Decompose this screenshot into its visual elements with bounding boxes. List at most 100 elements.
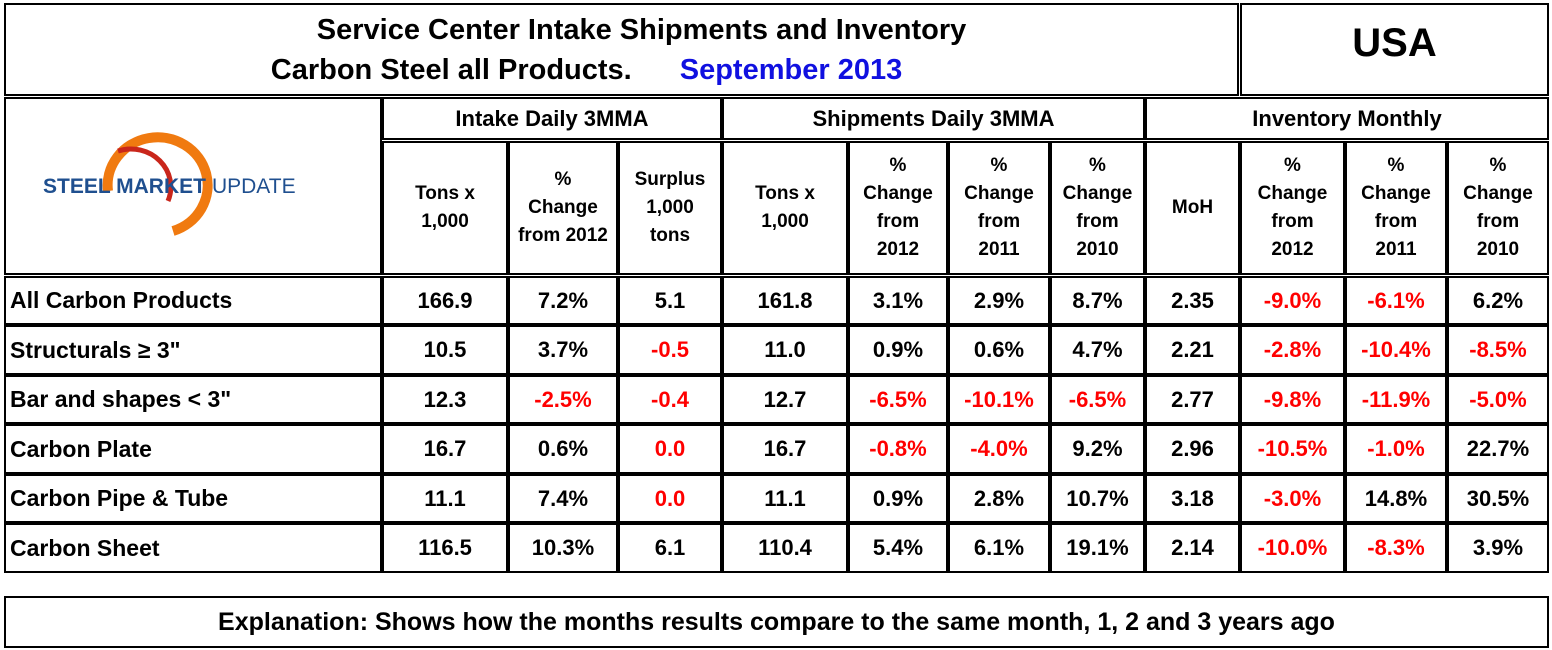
data-cell: 166.9 <box>382 276 508 325</box>
column-header-line: 1,000 <box>421 211 469 232</box>
data-cell: -4.0% <box>948 424 1050 474</box>
title-box: Service Center Intake Shipments and Inve… <box>4 3 1239 96</box>
column-header-line: % <box>1284 155 1301 176</box>
data-cell: -0.5 <box>618 325 722 375</box>
region-box: USA <box>1240 3 1549 96</box>
cell-value: 2.96 <box>1171 436 1214 461</box>
data-cell: -9.8% <box>1240 375 1345 424</box>
group-header: Intake Daily 3MMA <box>455 105 649 131</box>
cell-value: -0.8% <box>869 436 927 461</box>
data-cell: 12.3 <box>382 375 508 424</box>
data-cell: -2.5% <box>508 375 618 424</box>
title-line2-wrap: Carbon Steel all Products. September 2013 <box>271 50 902 90</box>
row-label: Carbon Sheet <box>10 534 160 561</box>
data-cell: -6.1% <box>1345 276 1447 325</box>
cell-value: 7.4% <box>537 485 589 511</box>
logo-bold: STEEL MARKET <box>43 175 206 198</box>
cell-value: 6.2% <box>1472 287 1524 313</box>
data-cell: 30.5% <box>1447 474 1549 523</box>
data-cell: 3.9% <box>1447 523 1549 573</box>
data-cell: 19.1% <box>1050 523 1145 573</box>
cell-value: 16.7 <box>423 436 467 461</box>
data-cell: 0.9% <box>848 325 948 375</box>
logo-box: STEEL MARKET UPDATE <box>4 97 382 275</box>
data-cell: 16.7 <box>722 424 848 474</box>
data-cell: 22.7% <box>1447 424 1549 474</box>
column-header-line: % <box>990 155 1008 176</box>
cell-value: 116.5 <box>418 535 472 560</box>
data-cell: 7.2% <box>508 276 618 325</box>
title-line2: Carbon Steel all Products. <box>270 53 632 86</box>
data-cell: 3.1% <box>848 276 948 325</box>
group-header-cell: Shipments Daily 3MMA <box>722 97 1145 140</box>
data-cell: 14.8% <box>1345 474 1447 523</box>
cell-value: 22.7% <box>1466 436 1530 461</box>
cell-value: -3.0% <box>1263 485 1322 511</box>
cell-value: -10.0% <box>1257 535 1328 560</box>
data-cell: -10.0% <box>1240 523 1345 573</box>
region: USA <box>1352 21 1437 65</box>
column-header-cell: MoH <box>1145 141 1240 275</box>
column-header-line: from <box>1374 211 1418 232</box>
column-header-line: from <box>977 211 1021 232</box>
row-label: Bar and shapes < 3" <box>10 386 232 412</box>
data-cell: -10.5% <box>1240 424 1345 474</box>
cell-value: 4.7% <box>1072 337 1123 362</box>
column-header-line: 2010 <box>1476 239 1520 260</box>
column-header-cell: % Change from 2012 <box>848 141 948 275</box>
column-header-cell: % Change from 2010 <box>1447 141 1549 275</box>
cell-value: 0.9% <box>872 485 924 511</box>
column-header-line: % <box>1089 155 1106 176</box>
data-cell: 2.9% <box>948 276 1050 325</box>
column-header-cell: % Change from 2012 <box>508 141 618 275</box>
data-cell: -11.9% <box>1345 375 1447 424</box>
cell-value: 14.8% <box>1364 485 1428 511</box>
cell-value: 110.4 <box>758 535 812 560</box>
column-header-cell: Tons x 1,000 <box>722 141 848 275</box>
data-cell: 11.1 <box>722 474 848 523</box>
cell-value: 7.2% <box>537 287 589 313</box>
data-cell: 3.18 <box>1145 474 1240 523</box>
data-cell: 2.77 <box>1145 375 1240 424</box>
data-cell: 2.21 <box>1145 325 1240 375</box>
cell-value: 6.1% <box>973 535 1025 560</box>
group-header-cell: Intake Daily 3MMA <box>382 97 722 140</box>
cell-value: 11.1 <box>764 485 806 511</box>
logo-text: STEEL MARKET UPDATE <box>43 175 296 198</box>
cell-value: 0.0 <box>654 485 686 511</box>
cell-value: 8.7% <box>1072 287 1123 313</box>
data-cell: -9.0% <box>1240 276 1345 325</box>
cell-value: -0.5 <box>651 337 689 362</box>
cell-value: 5.1 <box>654 287 686 313</box>
cell-value: 0.9% <box>872 337 924 362</box>
column-header-line: Surplus <box>634 169 706 190</box>
column-header-line: 2012 <box>1271 239 1314 260</box>
row-label: All Carbon Products <box>10 287 233 313</box>
column-header-line: Change <box>863 183 933 204</box>
data-cell: -6.5% <box>1050 375 1145 424</box>
title-line1: Service Center Intake Shipments and Inve… <box>316 13 967 46</box>
column-header-line: 2012 <box>876 239 920 260</box>
data-cell: 2.35 <box>1145 276 1240 325</box>
data-cell: 16.7 <box>382 424 508 474</box>
column-header-line: 2011 <box>1375 239 1417 260</box>
cell-value: -5.0% <box>1469 386 1527 412</box>
data-cell: -10.4% <box>1345 325 1447 375</box>
cell-value: 0.6% <box>537 436 589 461</box>
column-header-cell: Surplus 1,000 tons <box>618 141 722 275</box>
data-cell: 5.1 <box>618 276 722 325</box>
cell-value: 5.4% <box>872 535 924 560</box>
cell-value: 10.3% <box>531 535 595 560</box>
data-cell: 5.4% <box>848 523 948 573</box>
data-cell: 2.14 <box>1145 523 1240 573</box>
cell-value: 3.18 <box>1171 485 1214 511</box>
cell-value: 9.2% <box>1072 436 1123 461</box>
column-header-line: Change <box>1463 183 1533 204</box>
logo-regular: UPDATE <box>212 175 296 198</box>
data-cell: 10.3% <box>508 523 618 573</box>
group-header: Inventory Monthly <box>1252 105 1442 131</box>
title-date: September 2013 <box>679 53 903 86</box>
cell-value: 2.35 <box>1171 287 1214 313</box>
data-cell: -5.0% <box>1447 375 1549 424</box>
